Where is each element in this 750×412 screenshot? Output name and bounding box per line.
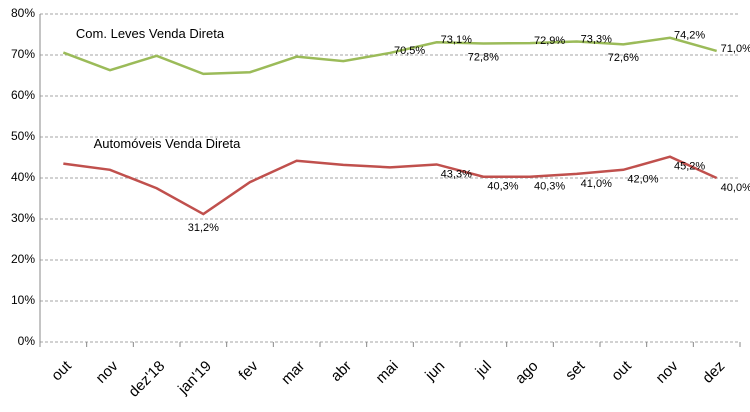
x-tick-label: ago bbox=[512, 358, 542, 388]
x-tick-label: jun bbox=[421, 358, 448, 385]
y-tick-label: 70% bbox=[11, 47, 35, 61]
x-tick-label: dez bbox=[699, 358, 728, 387]
series-line bbox=[63, 155, 718, 216]
y-tick-label: 40% bbox=[11, 170, 35, 184]
y-tick-label: 20% bbox=[11, 252, 35, 266]
x-tick-label: out bbox=[608, 357, 635, 384]
x-tick-label: nov bbox=[93, 357, 122, 386]
y-tick-label: 0% bbox=[18, 334, 36, 348]
value-label: 45,2% bbox=[674, 161, 705, 173]
y-tick-label: 60% bbox=[11, 88, 35, 102]
x-tick-label: mar bbox=[278, 358, 308, 388]
series-line bbox=[62, 36, 718, 76]
value-label: 70,5% bbox=[394, 45, 425, 57]
x-tick-label: dez'18 bbox=[125, 358, 168, 401]
x-tick-label: set bbox=[562, 357, 589, 384]
value-label: 71,0% bbox=[721, 43, 750, 55]
value-label: 73,1% bbox=[441, 34, 472, 46]
y-tick-label: 50% bbox=[11, 129, 35, 143]
x-tick-label: mai bbox=[373, 358, 402, 387]
value-label: 72,6% bbox=[608, 52, 639, 64]
value-label: 74,2% bbox=[674, 30, 705, 42]
series-name: Com. Leves Venda Direta bbox=[75, 26, 225, 41]
x-tick-label: jan'19 bbox=[174, 358, 215, 399]
value-label: 42,0% bbox=[627, 174, 658, 186]
y-tick-label: 30% bbox=[11, 211, 35, 225]
y-tick-label: 80% bbox=[11, 6, 35, 20]
x-tick-label: abr bbox=[328, 358, 355, 385]
value-label: 40,3% bbox=[534, 181, 565, 193]
value-label: 41,0% bbox=[581, 178, 612, 190]
value-label: 72,8% bbox=[468, 51, 499, 63]
x-tick-label: nov bbox=[653, 357, 682, 386]
value-label: 40,3% bbox=[487, 181, 518, 193]
value-label: 31,2% bbox=[188, 222, 219, 234]
value-label: 40,0% bbox=[721, 182, 750, 194]
x-tick-label: out bbox=[48, 357, 75, 384]
value-label: 73,3% bbox=[581, 33, 612, 45]
series-name: Automóveis Venda Direta bbox=[93, 136, 241, 151]
value-label: 43,3% bbox=[441, 168, 472, 180]
x-tick-label: fev bbox=[235, 357, 262, 384]
value-label: 72,9% bbox=[534, 35, 565, 47]
x-tick-label: jul bbox=[472, 358, 495, 381]
y-tick-label: 10% bbox=[11, 293, 35, 307]
